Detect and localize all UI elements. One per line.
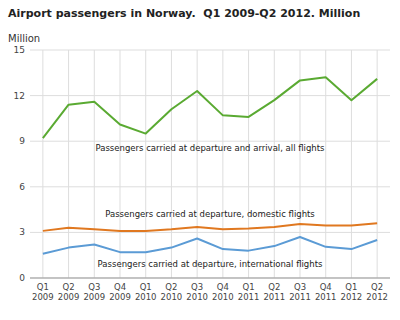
y-tick-label: 15 [14, 45, 25, 55]
lines [43, 77, 377, 253]
y-grid-line [30, 186, 390, 187]
x-tick-label: Q22012 [366, 282, 388, 302]
x-grid-line [300, 50, 301, 278]
y-grid-line [30, 50, 390, 51]
title: Airport passengers in Norway. Q1 2009-Q2… [8, 7, 360, 20]
x-grid-line [274, 50, 275, 278]
series-line [43, 237, 377, 254]
chart: Airport passengers in Norway. Q1 2009-Q2… [0, 0, 400, 320]
series-label: Passengers carried at departure and arri… [95, 143, 325, 153]
x-tick-label: Q32010 [186, 282, 208, 302]
x-grid-line [222, 50, 223, 278]
x-grid-line [325, 50, 326, 278]
x-grid-line [377, 50, 378, 278]
x-grid-line [171, 50, 172, 278]
x-grid-line [248, 50, 249, 278]
x-tick-label: Q42011 [315, 282, 337, 302]
x-tick-label: Q12010 [135, 282, 157, 302]
x-tick-label: Q32011 [289, 282, 311, 302]
y-grid-line [30, 278, 390, 279]
x-tick-label: Q12009 [32, 282, 54, 302]
y-tick-label: 3 [19, 227, 25, 237]
y-grid-line [30, 232, 390, 233]
series-label: Passengers carried at departure, interna… [98, 259, 323, 269]
y-tick-label: 0 [19, 273, 25, 283]
x-grid-line [351, 50, 352, 278]
x-tick-label: Q22011 [263, 282, 285, 302]
x-grid-line [42, 50, 43, 278]
x-tick-label: Q32009 [83, 282, 105, 302]
x-grid-line [197, 50, 198, 278]
x-grid-line [120, 50, 121, 278]
x-tick-label: Q42010 [212, 282, 234, 302]
x-tick-label: Q22009 [58, 282, 80, 302]
x-grid-line [68, 50, 69, 278]
x-grid-line [145, 50, 146, 278]
x-tick-label: Q22010 [161, 282, 183, 302]
grid [30, 50, 390, 278]
y-grid-line [30, 95, 390, 96]
x-axis-line [30, 278, 390, 279]
y-tick-label: 9 [19, 136, 25, 146]
y-tick-label: 6 [19, 182, 25, 192]
x-tick-label: Q12011 [238, 282, 260, 302]
x-tick-label: Q12012 [341, 282, 363, 302]
y-axis-label: Million [8, 33, 40, 44]
x-tick-label: Q42009 [109, 282, 131, 302]
series-line [43, 223, 377, 231]
y-tick-label: 12 [14, 91, 25, 101]
series-line [43, 77, 377, 138]
y-grid-line [30, 141, 390, 142]
series-label: Passengers carried at departure, domesti… [105, 209, 315, 219]
